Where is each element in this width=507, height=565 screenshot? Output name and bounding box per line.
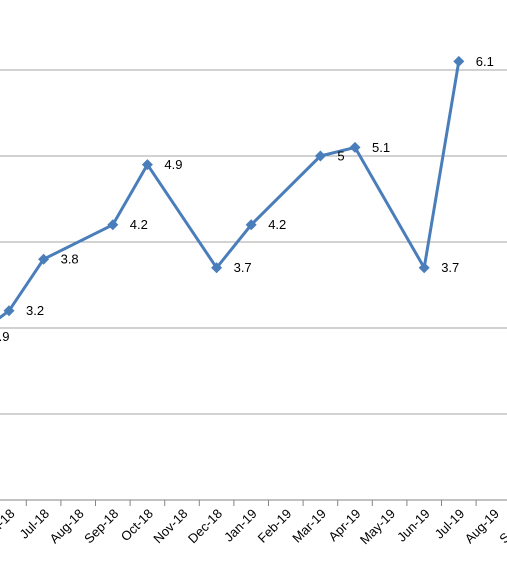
x-tick-label: Sep-19 bbox=[496, 506, 507, 546]
marker bbox=[453, 55, 465, 67]
x-tick-label: Mar-19 bbox=[289, 506, 329, 546]
x-tick-label: Feb-19 bbox=[255, 506, 295, 546]
data-label: 3.7 bbox=[234, 260, 252, 275]
x-tick-label: Jun-19 bbox=[394, 506, 433, 545]
data-label: 2.9 bbox=[0, 329, 9, 344]
x-tick-label: Aug-18 bbox=[47, 506, 87, 546]
marker bbox=[3, 305, 15, 317]
x-tick-label: Oct-18 bbox=[118, 506, 156, 544]
x-tick-label: Jun-18 bbox=[0, 506, 18, 545]
data-label: 5.1 bbox=[372, 140, 390, 155]
marker bbox=[245, 219, 257, 231]
marker bbox=[418, 262, 430, 274]
line bbox=[0, 61, 461, 320]
marker bbox=[314, 150, 326, 162]
data-label: 4.9 bbox=[164, 157, 182, 172]
data-label: 4.2 bbox=[130, 217, 148, 232]
marker bbox=[349, 141, 361, 153]
x-tick-label: Nov-18 bbox=[150, 506, 190, 546]
marker bbox=[211, 262, 223, 274]
marker bbox=[107, 219, 119, 231]
data-label: 6.1 bbox=[476, 54, 494, 69]
marker bbox=[141, 159, 153, 171]
data-label: 3.7 bbox=[441, 260, 459, 275]
marker bbox=[38, 253, 50, 265]
x-tick-label: Sep-18 bbox=[81, 506, 121, 546]
data-label: 5 bbox=[337, 148, 344, 163]
x-tick-label: Aug-19 bbox=[462, 506, 502, 546]
data-label: 4.2 bbox=[268, 217, 286, 232]
x-tick-label: Dec-18 bbox=[185, 506, 225, 546]
x-tick-label: Jan-19 bbox=[221, 506, 260, 545]
data-label: 3.8 bbox=[61, 252, 79, 267]
data-label: 3.2 bbox=[26, 303, 44, 318]
x-tick-label: May-19 bbox=[357, 506, 398, 547]
